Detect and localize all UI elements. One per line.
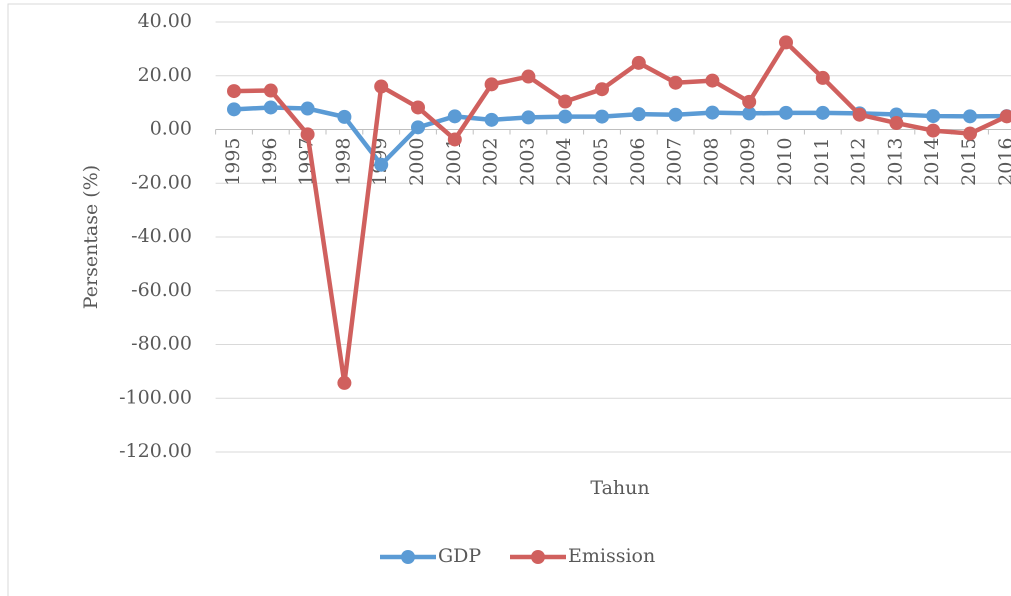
data-point — [374, 157, 389, 172]
data-point — [521, 110, 536, 125]
legend-label: Emission — [568, 545, 655, 567]
data-point — [815, 70, 830, 85]
data-point — [668, 107, 683, 122]
y-axis-label: Persentase (%) — [80, 165, 102, 309]
data-point — [779, 35, 793, 50]
y-tick-label: -120.00 — [119, 440, 192, 462]
data-point — [595, 82, 609, 97]
data-point — [999, 109, 1011, 124]
data-point — [227, 84, 241, 99]
x-tick-label: 2009 — [737, 138, 759, 186]
y-tick-label: -100.00 — [119, 386, 192, 408]
data-point — [963, 126, 977, 141]
data-point — [926, 123, 941, 138]
x-tick-label: 2008 — [700, 138, 722, 186]
data-point — [705, 105, 720, 120]
series-line — [233, 105, 1007, 167]
x-tick-label: 2010 — [774, 138, 796, 186]
data-point — [374, 79, 389, 94]
x-tick-label: 1996 — [259, 138, 281, 186]
x-tick-label: 2006 — [627, 138, 649, 186]
data-point — [447, 132, 462, 147]
data-point — [411, 120, 425, 135]
x-tick-label: 2015 — [958, 138, 980, 186]
data-point — [889, 116, 904, 131]
data-point — [484, 77, 499, 92]
chart-border — [7, 3, 1011, 596]
x-tick-label: 2013 — [884, 138, 906, 186]
x-tick-label: 2002 — [480, 138, 502, 186]
data-point — [926, 109, 941, 124]
data-point — [337, 375, 352, 390]
data-point — [631, 55, 646, 70]
series-line — [233, 40, 1008, 386]
x-tick-label: 1998 — [332, 138, 354, 186]
data-point — [742, 94, 757, 109]
data-point — [337, 109, 352, 124]
y-tick-label: 20.00 — [138, 64, 192, 86]
x-tick-label: 2003 — [516, 138, 538, 186]
y-tick-label: -20.00 — [131, 171, 192, 193]
data-point — [300, 101, 315, 116]
data-point — [484, 112, 499, 127]
data-point — [631, 107, 646, 122]
y-tick-label: 40.00 — [138, 10, 192, 32]
data-point — [263, 100, 278, 115]
data-point — [558, 94, 573, 109]
x-tick-label: 2004 — [553, 138, 575, 186]
legend-marker — [531, 550, 545, 564]
x-axis-label: Tahun — [590, 477, 649, 499]
x-tick-label: 2005 — [590, 138, 612, 186]
data-point — [447, 109, 462, 124]
y-tick-label: -60.00 — [131, 279, 192, 301]
data-point — [263, 83, 278, 98]
x-tick-label: 2007 — [664, 138, 686, 186]
data-point — [742, 106, 757, 121]
data-point — [411, 100, 425, 115]
y-tick-label: -40.00 — [131, 225, 192, 247]
x-tick-label: 2012 — [848, 138, 870, 186]
x-tick-label: 2016 — [995, 138, 1011, 186]
data-point — [668, 75, 683, 90]
y-tick-label: 0.00 — [150, 118, 192, 140]
data-point — [852, 107, 867, 122]
data-point — [558, 109, 573, 124]
data-point — [963, 109, 977, 124]
x-tick-label: 2000 — [406, 138, 428, 186]
data-point — [521, 69, 536, 84]
data-point — [779, 105, 793, 120]
x-tick-label: 2001 — [443, 138, 465, 186]
legend-marker — [401, 550, 415, 564]
x-tick-label: 2014 — [921, 138, 943, 186]
legend-label: GDP — [438, 545, 481, 567]
data-point — [300, 127, 315, 142]
y-tick-label: -80.00 — [131, 333, 192, 355]
data-point — [227, 102, 241, 117]
data-point — [705, 73, 720, 88]
data-point — [815, 105, 830, 120]
x-tick-label: 2011 — [811, 138, 833, 186]
data-point — [595, 109, 609, 124]
x-tick-label: 1995 — [222, 138, 244, 186]
